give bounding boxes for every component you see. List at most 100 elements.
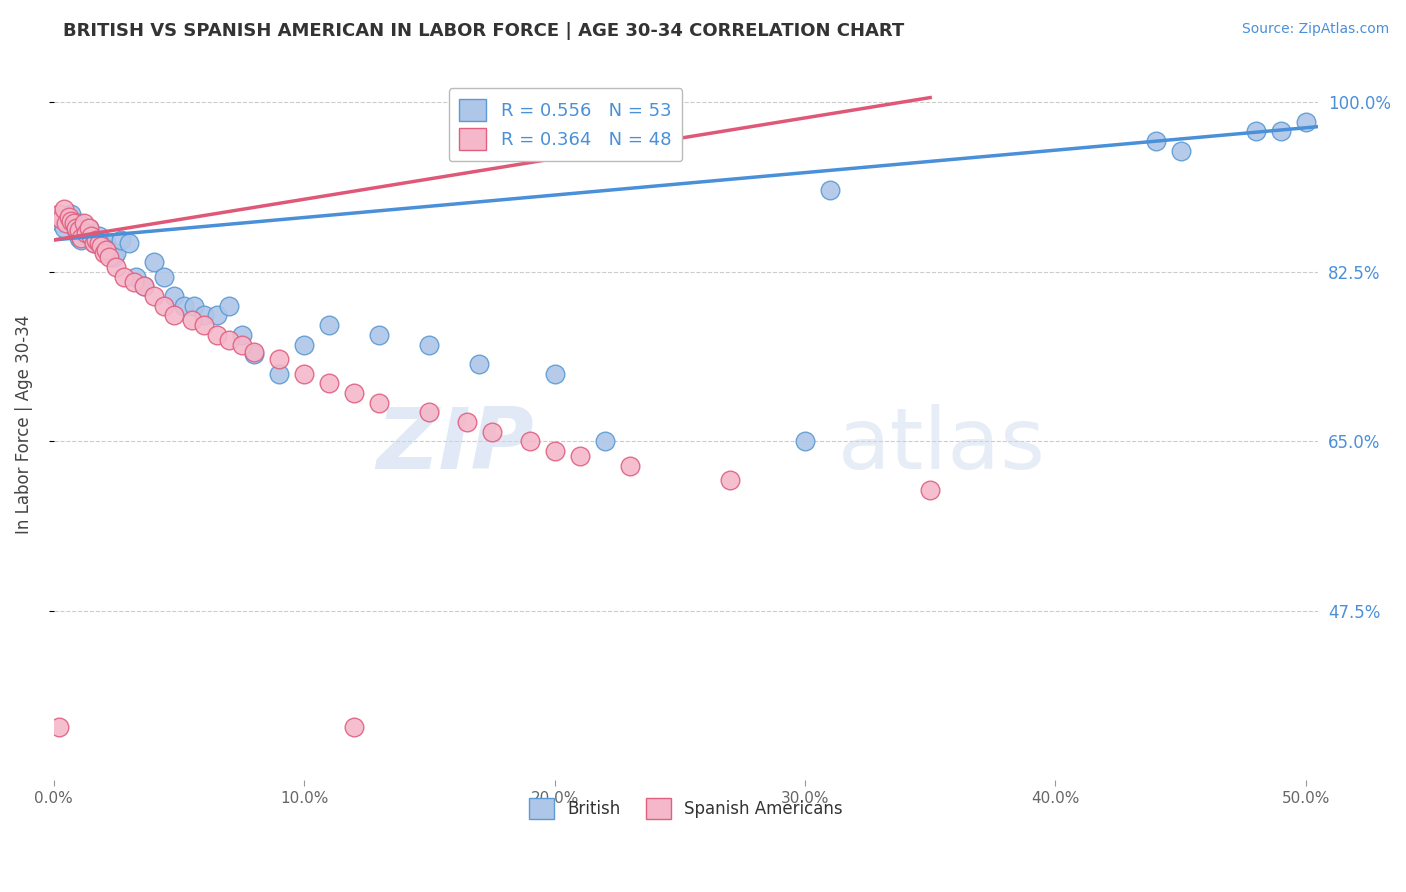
Point (468, 357, 491, 371)
Point (218, 333, 240, 347)
Point (55, 217, 77, 231)
Text: atlas: atlas (838, 404, 1046, 487)
Point (481, 425, 503, 439)
Point (231, 337, 253, 351)
Point (125, 269, 148, 284)
Point (519, 434, 541, 449)
Point (103, 251, 125, 265)
Point (193, 309, 215, 323)
Point (70, 231, 93, 245)
Point (63, 219, 86, 234)
Point (243, 345, 266, 359)
Point (65, 221, 87, 235)
Point (368, 327, 391, 342)
Point (105, 260, 128, 274)
Point (183, 299, 205, 313)
Point (1170, 144, 1192, 158)
Point (90, 238, 112, 252)
Point (112, 269, 135, 284)
Point (1270, 124, 1292, 138)
Point (292, 337, 315, 351)
Point (55, 210, 77, 224)
Point (80, 231, 103, 245)
Point (67, 231, 90, 245)
Text: ZIP: ZIP (377, 404, 534, 487)
Point (292, 367, 315, 381)
Point (70, 233, 93, 247)
Point (65, 223, 87, 237)
Point (90, 235, 112, 250)
Point (60, 213, 83, 227)
Point (80, 229, 103, 244)
Text: BRITISH VS SPANISH AMERICAN IN LABOR FORCE | AGE 30-34 CORRELATION CHART: BRITISH VS SPANISH AMERICAN IN LABOR FOR… (63, 22, 904, 40)
Point (343, 720, 366, 734)
Point (52, 202, 75, 216)
Point (593, 434, 616, 449)
Point (51, 217, 73, 231)
Point (77, 221, 100, 235)
Point (368, 395, 391, 409)
Point (456, 415, 478, 429)
Point (619, 458, 641, 473)
Point (132, 279, 155, 293)
Point (794, 434, 817, 449)
Point (60, 207, 83, 221)
Point (93, 245, 115, 260)
Point (83, 235, 105, 250)
Point (1295, 115, 1317, 129)
Legend: British, Spanish Americans: British, Spanish Americans (523, 792, 849, 825)
Point (122, 275, 145, 289)
Point (87, 235, 110, 250)
Point (231, 327, 253, 342)
Point (163, 309, 186, 323)
Point (193, 318, 215, 333)
Point (269, 367, 291, 381)
Point (1144, 134, 1167, 148)
Point (218, 299, 240, 313)
Point (205, 309, 228, 323)
Point (48, 720, 70, 734)
Point (96, 235, 118, 250)
Point (418, 337, 440, 351)
Point (153, 269, 176, 284)
Point (87, 229, 110, 244)
Point (96, 243, 118, 257)
Point (97, 251, 120, 265)
Point (318, 318, 340, 333)
Point (568, 449, 591, 463)
Point (132, 279, 155, 293)
Point (75, 226, 97, 240)
Point (58, 210, 80, 224)
Point (543, 367, 565, 381)
Point (77, 221, 100, 235)
Point (1244, 124, 1267, 138)
Point (153, 299, 176, 313)
Point (63, 217, 86, 231)
Point (343, 386, 366, 401)
Point (105, 245, 128, 260)
Point (269, 352, 291, 367)
Point (143, 289, 166, 303)
Point (73, 217, 96, 231)
Point (118, 235, 141, 250)
Point (143, 255, 166, 269)
Point (173, 299, 195, 313)
Point (180, 313, 202, 327)
Point (52, 221, 75, 235)
Point (67, 223, 90, 237)
Point (163, 289, 186, 303)
Point (83, 235, 105, 250)
Point (418, 405, 440, 419)
Point (86, 233, 108, 247)
Text: Source: ZipAtlas.com: Source: ZipAtlas.com (1241, 22, 1389, 37)
Point (243, 347, 266, 361)
Point (48, 211, 70, 226)
Y-axis label: In Labor Force | Age 30-34: In Labor Force | Age 30-34 (15, 315, 32, 534)
Point (58, 213, 80, 227)
Point (51, 211, 73, 226)
Point (818, 183, 841, 197)
Point (67, 217, 90, 231)
Point (110, 233, 132, 247)
Point (205, 327, 228, 342)
Point (75, 229, 97, 244)
